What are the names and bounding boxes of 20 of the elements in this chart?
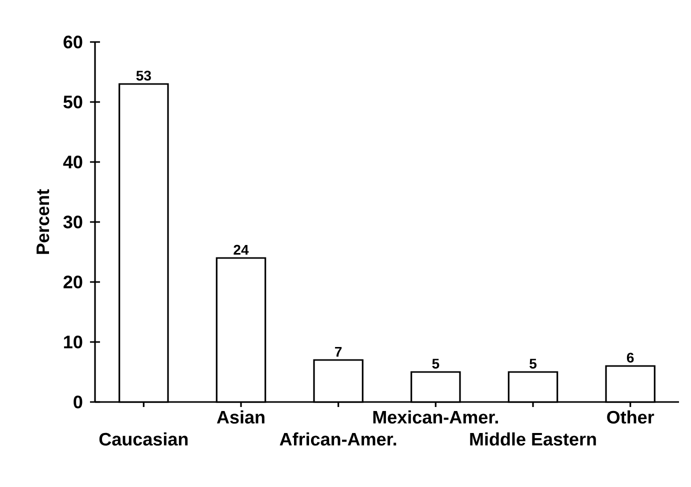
y-tick-label: 0 <box>74 396 82 408</box>
y-tick-label: 20 <box>64 276 82 288</box>
data-label: 5 <box>432 358 440 369</box>
y-tick-label: 50 <box>63 96 82 108</box>
y-tick-label: 10 <box>64 336 82 348</box>
x-tick-label: Asian <box>216 410 264 424</box>
x-tick-label: African-Amer. <box>280 432 396 446</box>
x-tick-label: Other <box>607 410 654 424</box>
data-label: 5 <box>530 358 537 369</box>
y-axis-title: Percent <box>36 189 50 254</box>
data-label: 53 <box>136 70 151 81</box>
x-tick-label: Mexican-Amer. <box>373 410 498 424</box>
x-tick-label: Middle Eastern <box>470 432 596 446</box>
data-label: 6 <box>626 352 634 363</box>
y-tick-label: 60 <box>64 36 82 48</box>
y-tick-label: 30 <box>63 216 82 228</box>
y-tick-label: 40 <box>63 156 82 168</box>
data-label: 24 <box>234 244 249 255</box>
data-label: 7 <box>335 346 342 357</box>
x-tick-label: Caucasian <box>99 432 188 446</box>
